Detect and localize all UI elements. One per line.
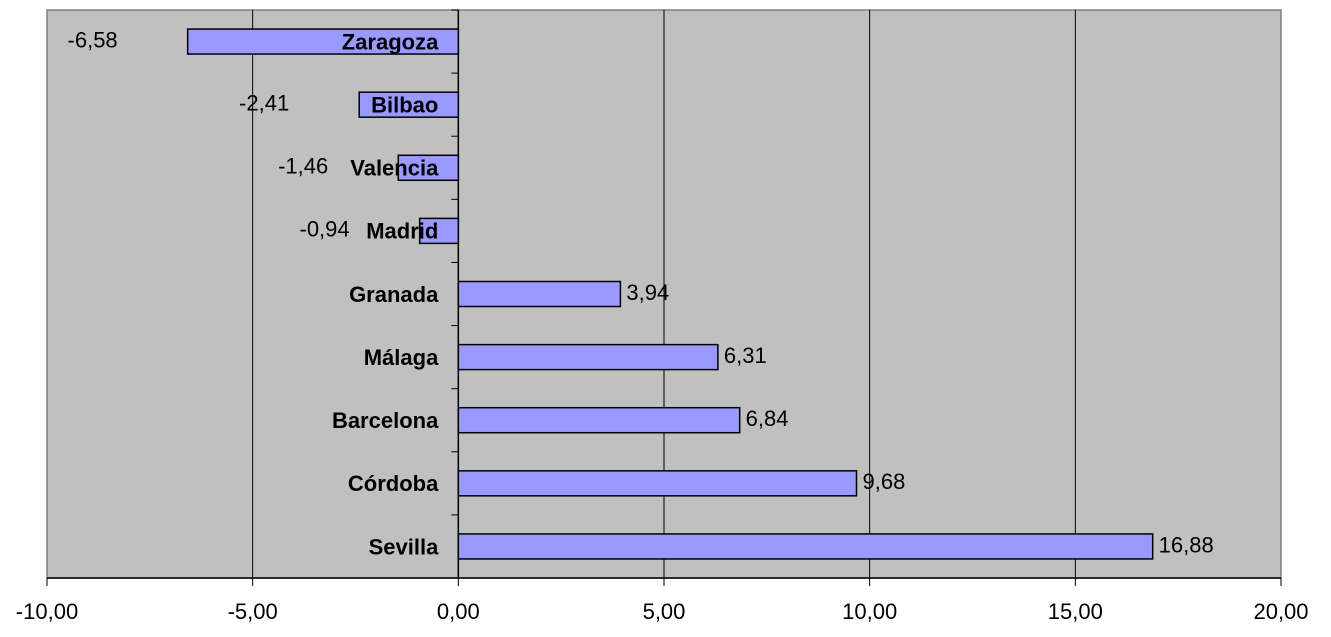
x-tick-label: 20,00: [1253, 599, 1308, 624]
category-label: Barcelona: [332, 408, 439, 433]
bar: [186, 28, 460, 55]
x-tick-label: 10,00: [842, 599, 897, 624]
category-label: Granada: [349, 282, 439, 307]
bar: [457, 533, 1154, 560]
x-tick-label: 0,00: [437, 599, 480, 624]
x-tick-label: -10,00: [16, 599, 78, 624]
value-label: -2,41: [239, 90, 289, 115]
category-label: Zaragoza: [342, 29, 439, 54]
bar: [358, 91, 460, 118]
value-label: 6,31: [724, 343, 767, 368]
bar: [457, 343, 719, 371]
bar: [418, 217, 460, 245]
value-label: 3,94: [626, 280, 669, 305]
category-label: Madrid: [366, 219, 438, 244]
category-label: Málaga: [364, 345, 439, 370]
x-tick-label: -5,00: [228, 599, 278, 624]
value-label: 6,84: [746, 406, 789, 431]
bar: [397, 154, 460, 182]
bar: [457, 470, 858, 497]
category-label: Valencia: [350, 156, 439, 181]
value-label: 16,88: [1159, 532, 1214, 557]
bar: [457, 280, 622, 308]
category-label: Sevilla: [369, 534, 439, 559]
bar: [457, 406, 741, 434]
x-tick-label: 5,00: [643, 599, 686, 624]
x-tick-label: 15,00: [1048, 599, 1103, 624]
category-label: Bilbao: [371, 92, 438, 117]
value-label: 9,68: [863, 469, 906, 494]
category-label: Córdoba: [348, 471, 439, 496]
value-label: -1,46: [278, 154, 328, 179]
value-label: -0,94: [300, 217, 350, 242]
value-label: -6,58: [68, 27, 118, 52]
